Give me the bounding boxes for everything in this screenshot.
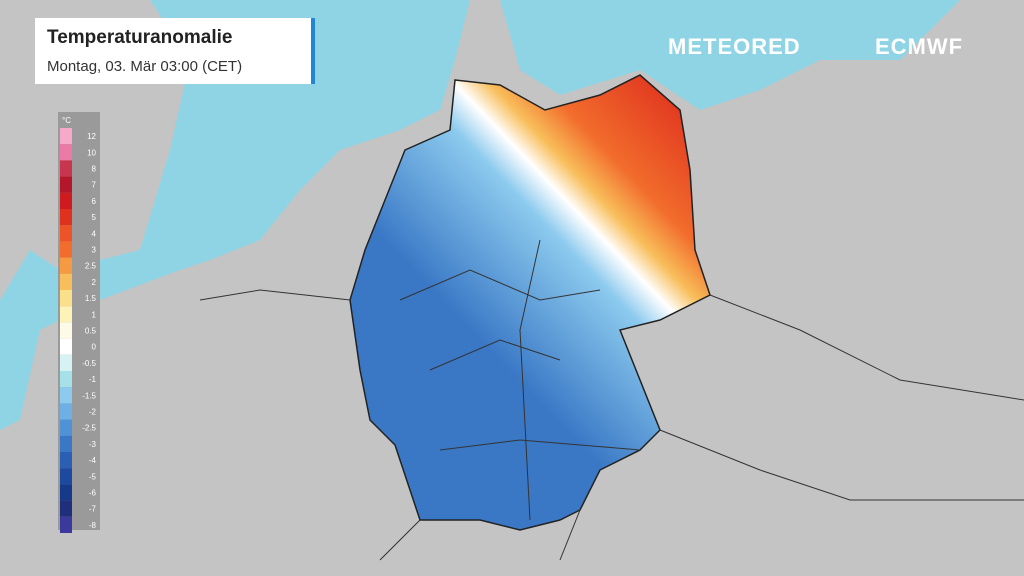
legend-swatch (60, 468, 72, 485)
meteored-logo: METEORED (668, 34, 801, 59)
legend-swatch (60, 322, 72, 339)
legend-label: 4 (92, 229, 97, 238)
country-borders (199, 289, 1024, 561)
legend-label: -1 (89, 375, 97, 384)
legend-label: -2 (89, 408, 97, 417)
legend-swatch (60, 500, 72, 517)
legend-swatch (60, 338, 72, 355)
legend-swatch (60, 209, 72, 226)
legend-swatch (60, 128, 72, 145)
legend-swatch (60, 290, 72, 307)
legend-swatch (60, 354, 72, 371)
legend-label: -1.5 (82, 391, 96, 400)
legend: 12 10 8 7 6 5 4 3 2.5 2 1.5 1 0.5 0 -0.5 -1 -1.5 -2 -2.5 -3… (60, 128, 97, 533)
legend-swatch (60, 516, 72, 533)
legend-label: 1 (92, 310, 97, 319)
legend-swatch (60, 241, 72, 258)
legend-label: 0 (92, 343, 97, 352)
ecmwf-logo: ECMWF (875, 34, 964, 59)
legend-swatch (60, 144, 72, 161)
legend-label: 5 (92, 213, 97, 222)
legend-swatch (60, 484, 72, 501)
legend-swatch (60, 176, 72, 193)
legend-label: 2 (92, 278, 97, 287)
legend-label: 10 (87, 148, 96, 157)
legend-label: 8 (92, 165, 97, 174)
legend-swatch (60, 371, 72, 388)
legend-swatch (60, 419, 72, 436)
legend-swatch (60, 160, 72, 177)
legend-label: -2.5 (82, 424, 96, 433)
legend-swatch (60, 452, 72, 469)
legend-label: -6 (89, 489, 97, 498)
legend-label: -4 (89, 456, 97, 465)
legend-swatch (60, 225, 72, 242)
legend-unit: °C (62, 116, 71, 125)
legend-label: -8 (89, 521, 97, 530)
legend-label: 3 (92, 246, 97, 255)
state-borders (399, 239, 641, 521)
legend-label: 0.5 (85, 327, 97, 336)
legend-swatch (60, 192, 72, 209)
legend-label: -3 (89, 440, 97, 449)
legend-swatch (60, 387, 72, 404)
legend-label: 7 (92, 181, 97, 190)
baltic-sea (500, 0, 960, 110)
title: Temperaturanomalie (47, 27, 233, 48)
legend-label: 2.5 (85, 262, 97, 271)
legend-label: 1.5 (85, 294, 97, 303)
legend-swatch (60, 403, 72, 420)
subtitle: Montag, 03. Mär 03:00 (CET) (47, 58, 243, 75)
legend-swatch (60, 273, 72, 290)
legend-swatch (60, 435, 72, 452)
title-box: Temperaturanomalie Montag, 03. Mär 03:00… (35, 18, 315, 84)
legend-label: -5 (89, 472, 97, 481)
legend-swatch (60, 257, 72, 274)
legend-label: 12 (87, 132, 96, 141)
legend-label: 6 (92, 197, 97, 206)
legend-swatch (60, 306, 72, 323)
legend-label: -0.5 (82, 359, 96, 368)
legend-label: -7 (89, 505, 97, 514)
